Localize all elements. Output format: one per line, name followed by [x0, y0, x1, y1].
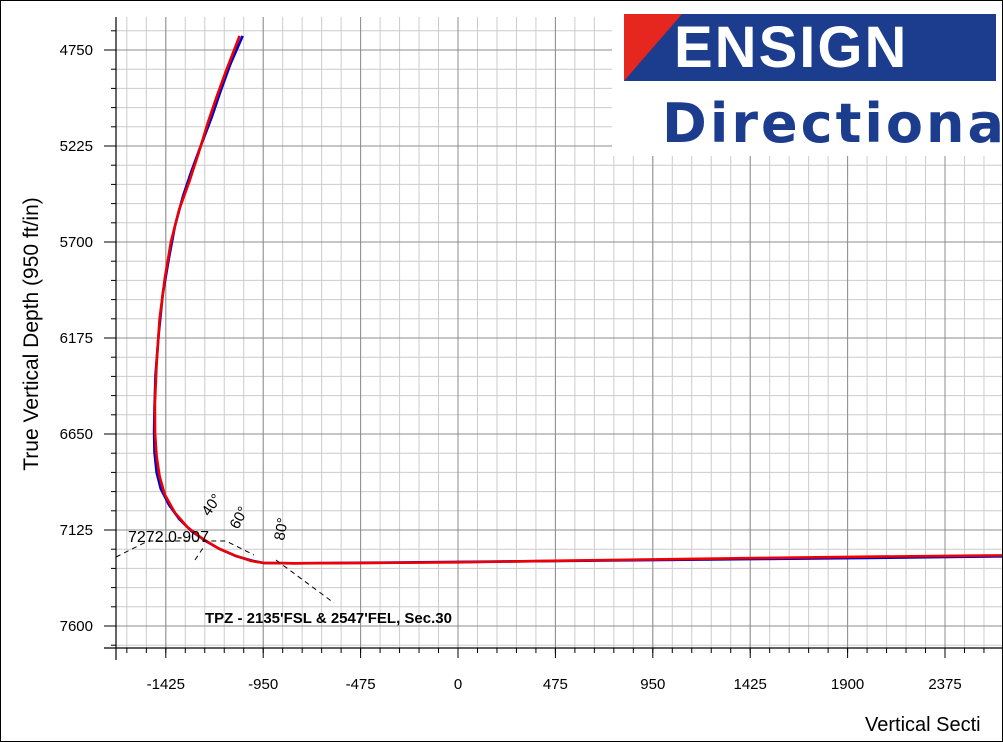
y-tick-label: 7600 — [60, 618, 93, 635]
tpz-label: TPZ - 2135'FSL & 2547'FEL, Sec.30 — [205, 610, 452, 627]
x-tick-label: 2375 — [928, 676, 961, 693]
y-tick-label: 5700 — [60, 234, 93, 251]
angle-label-60: 60° — [227, 504, 253, 532]
y-axis-label: True Vertical Depth (950 ft/in) — [20, 197, 43, 471]
axes: -1425 -950 -475 0 475 950 1425 1900 2375 4750 5225… — [60, 17, 1003, 693]
logo-name: ENSIGN — [674, 15, 909, 80]
y-tick-label: 5225 — [60, 138, 93, 155]
angle-label-80: 80° — [271, 516, 292, 541]
x-tick-label: -950 — [248, 676, 278, 693]
logo-red-triangle — [624, 14, 682, 81]
x-axis-label: Vertical Secti — [865, 714, 981, 736]
tpz-leader-line — [275, 559, 335, 604]
logo-banner: ENSIGN — [624, 14, 996, 81]
series-layer — [152, 35, 1003, 565]
y-tick-label: 4750 — [60, 42, 93, 59]
series-line-red — [153, 35, 1003, 565]
x-tick-label: 950 — [640, 676, 665, 693]
x-tick-label: 1425 — [734, 676, 767, 693]
grid — [116, 17, 1003, 648]
angle-label-40: 40° — [198, 491, 225, 519]
annotation-md-label: 7272.0-907 — [128, 529, 209, 546]
x-tick-label: 0 — [454, 676, 462, 693]
x-tick-label: -1425 — [147, 676, 185, 693]
y-tick-label: 7125 — [60, 522, 93, 539]
ensign-logo: ENSIGN Directional — [612, 8, 1003, 156]
annotations: 7272.0-907 40° 60° 80° TPZ - 2135'FSL & 2547… — [115, 491, 452, 627]
y-tick-label: 6175 — [60, 330, 93, 347]
x-tick-label: -475 — [346, 676, 376, 693]
x-tick-label: 475 — [543, 676, 568, 693]
y-tick-label: 6650 — [60, 426, 93, 443]
x-tick-label: 1900 — [831, 676, 864, 693]
angle-marker-line — [194, 547, 204, 561]
logo-subtitle: Directional — [662, 92, 1003, 155]
annotation-leader-line — [115, 540, 255, 558]
